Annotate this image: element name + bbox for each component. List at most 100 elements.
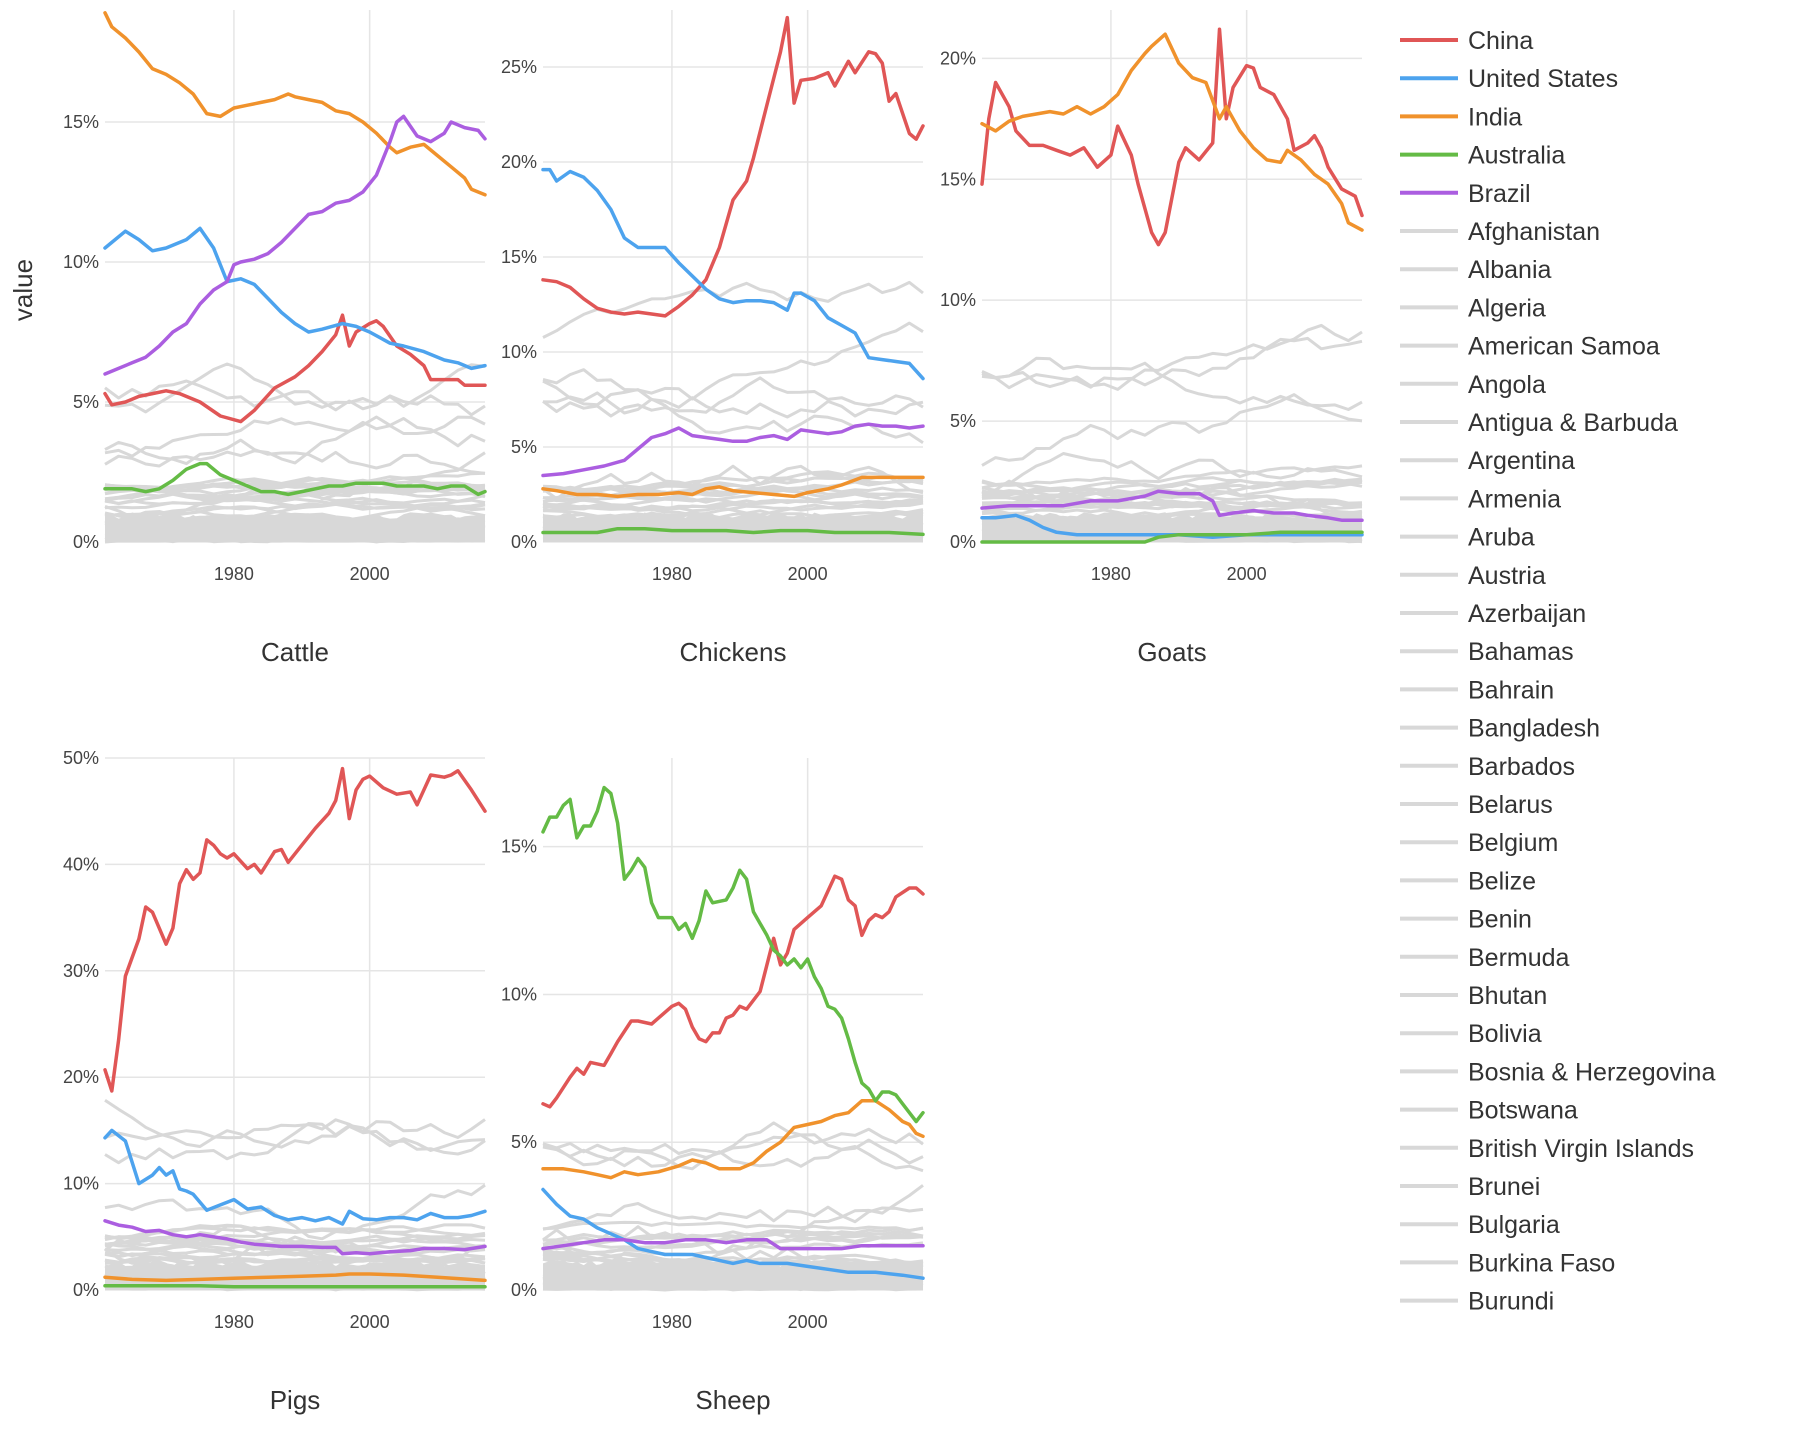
legend-entry: Bahamas — [1468, 638, 1574, 666]
country-line — [104, 1118, 486, 1141]
country-line — [981, 494, 1363, 509]
y-tick-label: 15% — [501, 837, 537, 857]
country-line — [104, 1234, 486, 1250]
country-line — [542, 1138, 924, 1171]
y-tick-label: 5% — [511, 1132, 537, 1152]
country-line — [542, 464, 924, 501]
legend-entry: Benin — [1468, 906, 1532, 934]
series-line-united-states — [103, 1128, 487, 1226]
country-line — [981, 500, 1363, 515]
legend-entry: Austria — [1468, 562, 1546, 590]
country-line — [104, 1232, 486, 1252]
legend-entry: Belize — [1468, 867, 1536, 895]
series-line-brazil — [541, 1238, 925, 1251]
series-line-brazil — [103, 1219, 487, 1256]
legend-entry: China — [1468, 27, 1533, 55]
x-tick-label: 1980 — [214, 564, 254, 584]
y-tick-label: 30% — [63, 961, 99, 981]
facet-title: Pigs — [270, 1385, 321, 1415]
series-line-brazil — [980, 489, 1364, 522]
country-line — [104, 415, 486, 468]
y-tick-label: 50% — [63, 748, 99, 768]
series-line-australia — [980, 530, 1364, 544]
y-tick-label: 20% — [940, 48, 976, 68]
country-line — [542, 1133, 924, 1173]
background-country-lines — [542, 280, 924, 542]
country-line — [542, 496, 924, 507]
series-line-india — [541, 1099, 925, 1180]
legend-entry: Azerbaijan — [1468, 600, 1586, 628]
x-tick-label: 2000 — [1227, 564, 1267, 584]
y-tick-label: 10% — [940, 290, 976, 310]
country-line — [981, 323, 1363, 391]
country-line — [104, 1098, 486, 1156]
facet-title: Sheep — [695, 1385, 770, 1415]
x-tick-label: 1980 — [652, 1312, 692, 1332]
country-line — [104, 480, 486, 491]
country-line — [542, 504, 924, 519]
series-line-india — [541, 475, 925, 499]
legend-entry: American Samoa — [1468, 333, 1660, 361]
series-line-brazil — [103, 114, 487, 376]
country-line — [542, 1202, 924, 1231]
facet-title: Goats — [1137, 637, 1206, 667]
facet-title: Cattle — [261, 637, 329, 667]
country-line — [981, 452, 1363, 486]
series-line-australia — [541, 526, 925, 537]
y-tick-label: 10% — [501, 984, 537, 1004]
background-country-lines — [981, 323, 1363, 544]
y-tick-label: 0% — [511, 532, 537, 552]
country-line — [542, 391, 924, 444]
legend-entry: Belarus — [1468, 791, 1553, 819]
x-tick-label: 1980 — [652, 564, 692, 584]
country-line — [104, 1256, 486, 1266]
country-line — [981, 336, 1363, 390]
series-line-united-states — [103, 226, 487, 371]
country-line — [104, 438, 486, 475]
x-tick-label: 2000 — [788, 1312, 828, 1332]
legend-entry: Angola — [1468, 371, 1546, 399]
y-tick-label: 5% — [950, 411, 976, 431]
legend-entry: Brunei — [1468, 1173, 1540, 1201]
series-line-india — [980, 32, 1364, 232]
legend-entry: Albania — [1468, 256, 1551, 284]
legend-entry: Algeria — [1468, 294, 1546, 322]
x-tick-label: 1980 — [214, 1312, 254, 1332]
y-tick-label: 40% — [63, 854, 99, 874]
country-line — [104, 363, 486, 412]
country-line — [542, 379, 924, 419]
y-tick-label: 10% — [501, 342, 537, 362]
y-tick-label: 0% — [511, 1280, 537, 1300]
y-axis-label: value — [8, 259, 38, 321]
y-tick-label: 25% — [501, 57, 537, 77]
legend-entry: Belgium — [1468, 829, 1558, 857]
country-line — [104, 483, 486, 500]
y-tick-label: 10% — [63, 252, 99, 272]
country-line — [542, 1228, 924, 1246]
y-tick-label: 0% — [950, 532, 976, 552]
legend-entry: Barbados — [1468, 753, 1575, 781]
facet-sheep: 0% 5% 10% 15% 1980 2000 Sheep — [501, 758, 925, 1415]
series-line-brazil — [541, 422, 925, 478]
facet-title: Chickens — [680, 637, 787, 667]
x-tick-label: 2000 — [788, 564, 828, 584]
legend-entry: Armenia — [1468, 485, 1561, 513]
legend: China United States India Australia Brazil Af… — [1400, 27, 1715, 1316]
x-tick-label: 2000 — [350, 564, 390, 584]
legend-entry: Bermuda — [1468, 944, 1570, 972]
series-line-china — [103, 766, 487, 1093]
series-line-india — [103, 1272, 487, 1283]
facet-goats: 0% 5% 10% 15% 20% 1980 2000 Goats — [940, 10, 1364, 667]
country-line — [542, 477, 924, 500]
small-countries-band — [543, 512, 923, 542]
legend-entry: Antigua & Barbuda — [1468, 409, 1678, 437]
legend-entry: Bosnia & Herzegovina — [1468, 1058, 1715, 1086]
legend-entry: Burkina Faso — [1468, 1249, 1615, 1277]
facet-cattle: 0% 5% 10% 15% 1980 2000 Cattle — [63, 10, 487, 667]
legend-entry: Bangladesh — [1468, 715, 1600, 743]
country-line — [981, 393, 1363, 467]
series-line-china — [103, 313, 487, 424]
y-tick-label: 5% — [511, 437, 537, 457]
